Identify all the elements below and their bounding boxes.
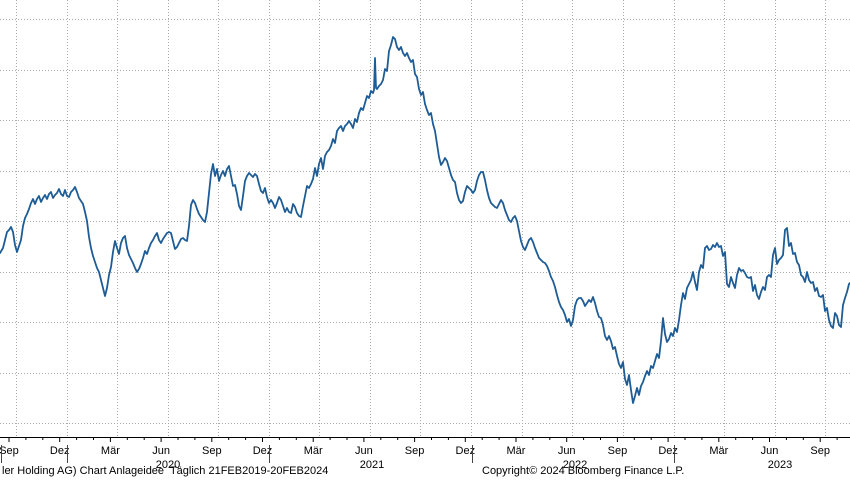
month-label: Dez [658,445,678,457]
month-label: Jun [355,445,373,457]
month-label: Jun [558,445,576,457]
month-label: Mär [507,445,526,457]
month-label: Sep [405,445,425,457]
month-label: Mär [101,445,120,457]
year-label: 2022 [563,459,587,471]
month-label: Sep [608,445,628,457]
month-label: Jun [152,445,170,457]
month-label: Dez [456,445,476,457]
month-label: Jun [761,445,779,457]
month-label: Sep [202,445,222,457]
year-label: 2020 [156,459,180,471]
month-label: Mär [709,445,728,457]
chart-footer-title: ler Holding AG) Chart Anlageidee Täglich… [2,465,329,477]
month-label: Sep [810,445,830,457]
year-label: 2021 [360,459,384,471]
month-label: Sep [0,445,19,457]
price-line [0,36,850,404]
copyright-notice: Copyright© 2024 Bloomberg Finance L.P. [482,465,685,477]
month-label: Mär [304,445,323,457]
month-label: Dez [50,445,70,457]
month-label: Dez [253,445,273,457]
year-label: 2023 [768,459,792,471]
